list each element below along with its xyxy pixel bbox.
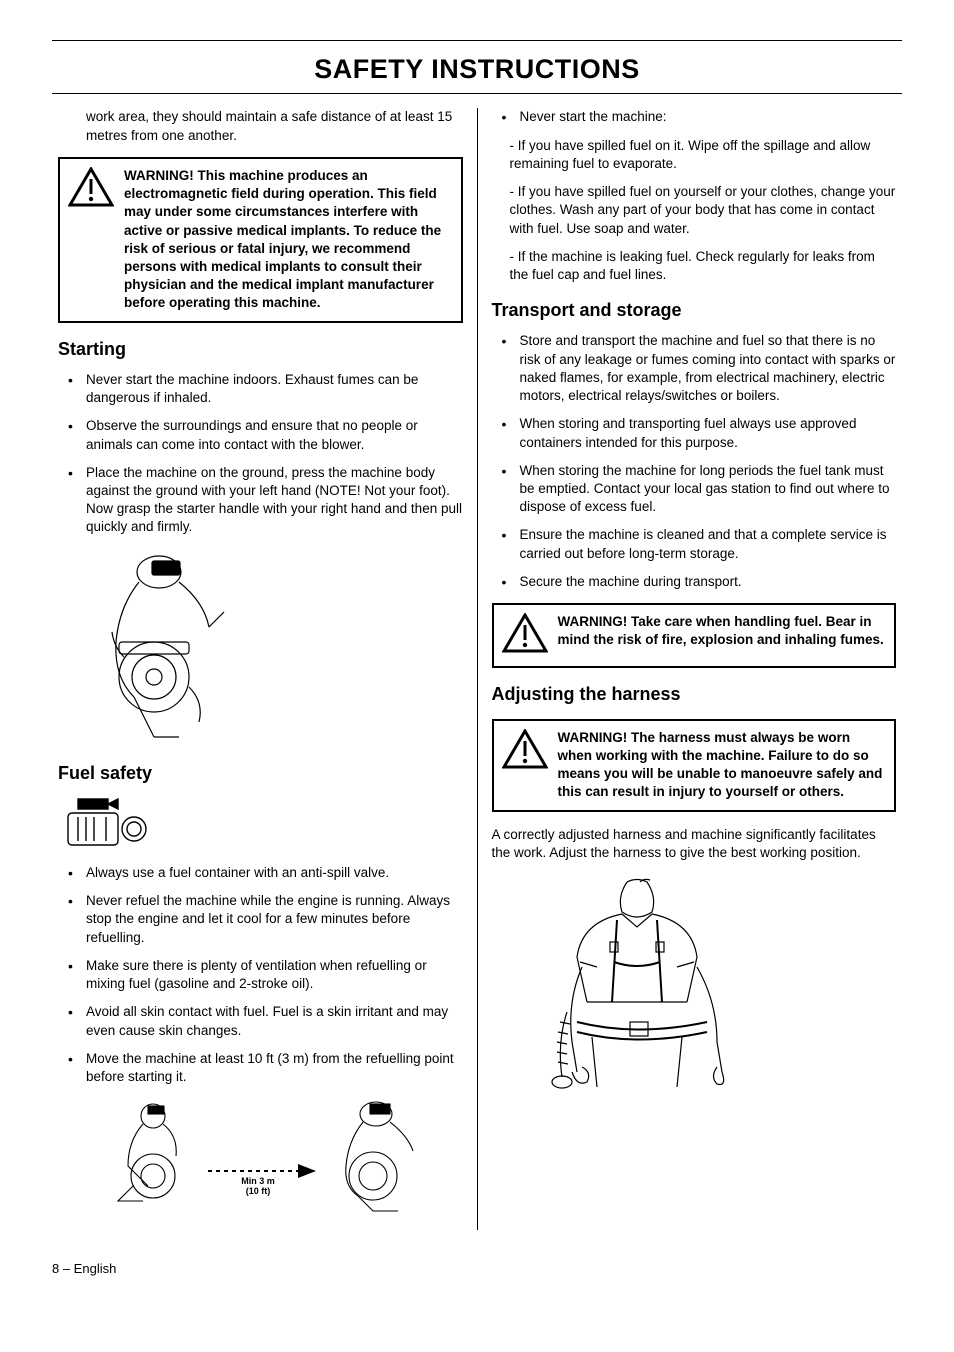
list-item: Avoid all skin contact with fuel. Fuel i…	[58, 1003, 463, 1039]
list-item: When storing the machine for long period…	[492, 462, 897, 517]
list-item: Always use a fuel container with an anti…	[58, 864, 463, 882]
transport-heading: Transport and storage	[492, 298, 897, 322]
warning-emf-text: WARNING! This machine produces an electr…	[124, 167, 451, 313]
rule-bottom	[52, 93, 902, 94]
fuel-list: Always use a fuel container with an anti…	[58, 864, 463, 1086]
warning-emf: WARNING! This machine produces an electr…	[58, 157, 463, 323]
warning-icon	[68, 167, 114, 212]
warning-icon	[502, 729, 548, 774]
starting-figure	[64, 547, 463, 747]
harness-heading: Adjusting the harness	[492, 682, 897, 706]
never-start-list: Never start the machine:	[492, 108, 897, 126]
harness-figure	[522, 872, 897, 1102]
transport-list: Store and transport the machine and fuel…	[492, 332, 897, 591]
harness-paragraph: A correctly adjusted harness and machine…	[492, 826, 897, 862]
warning-icon	[502, 613, 548, 658]
list-item: Never start the machine:	[492, 108, 897, 126]
warning-fuel-text: WARNING! Take care when handling fuel. B…	[558, 613, 885, 649]
page-footer: 8 – English	[52, 1260, 902, 1278]
warning-harness-text: WARNING! The harness must always be worn…	[558, 729, 885, 802]
distance-label-bottom: (10 ft)	[246, 1186, 271, 1196]
list-item: Make sure there is plenty of ventilation…	[58, 957, 463, 993]
column-left: work area, they should maintain a safe d…	[52, 108, 478, 1230]
warning-harness: WARNING! The harness must always be worn…	[492, 719, 897, 812]
list-item: Move the machine at least 10 ft (3 m) fr…	[58, 1050, 463, 1086]
fuel-safety-heading: Fuel safety	[58, 761, 463, 785]
list-item: When storing and transporting fuel alway…	[492, 415, 897, 451]
never-start-2: - If you have spilled fuel on yourself o…	[492, 183, 897, 238]
list-item: Observe the surroundings and ensure that…	[58, 417, 463, 453]
distance-label-top: Min 3 m	[241, 1176, 275, 1186]
list-item: Secure the machine during transport.	[492, 573, 897, 591]
fuel-container-figure	[64, 795, 463, 850]
never-start-3: - If the machine is leaking fuel. Check …	[492, 248, 897, 284]
starting-list: Never start the machine indoors. Exhaust…	[58, 371, 463, 537]
list-item: Never refuel the machine while the engin…	[58, 892, 463, 947]
content-columns: work area, they should maintain a safe d…	[52, 108, 902, 1230]
starting-heading: Starting	[58, 337, 463, 361]
rule-top	[52, 40, 902, 41]
column-right: Never start the machine: - If you have s…	[478, 108, 903, 1230]
list-item: Store and transport the machine and fuel…	[492, 332, 897, 405]
never-start-1: - If you have spilled fuel on it. Wipe o…	[492, 137, 897, 173]
page-title: SAFETY INSTRUCTIONS	[52, 51, 902, 87]
intro-paragraph: work area, they should maintain a safe d…	[58, 108, 463, 144]
refuel-distance-figure: Min 3 m (10 ft)	[98, 1096, 463, 1216]
list-item: Never start the machine indoors. Exhaust…	[58, 371, 463, 407]
list-item: Place the machine on the ground, press t…	[58, 464, 463, 537]
list-item: Ensure the machine is cleaned and that a…	[492, 526, 897, 562]
warning-fuel: WARNING! Take care when handling fuel. B…	[492, 603, 897, 668]
